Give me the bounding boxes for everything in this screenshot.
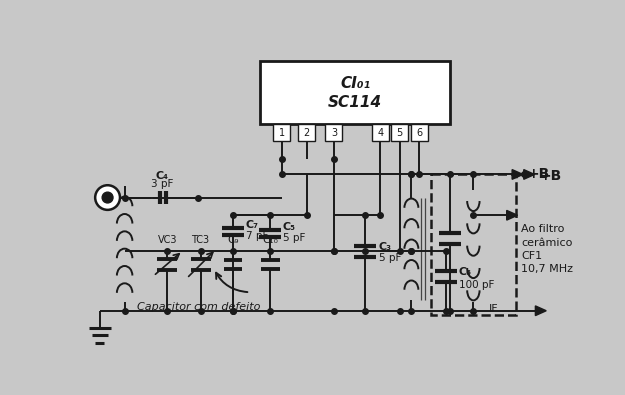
Text: Ao filtro
cerâmico
CF1
10,7 MHz: Ao filtro cerâmico CF1 10,7 MHz [521,224,573,274]
Text: SC114: SC114 [328,94,382,109]
Bar [411,124,428,141]
Bar [391,124,408,141]
Text: 4: 4 [378,128,384,138]
Text: C₆: C₆ [459,267,472,277]
Text: 3: 3 [331,128,337,138]
Text: IF: IF [489,304,499,314]
Text: +B: +B [528,167,550,181]
Text: C₉: C₉ [228,235,239,245]
Text: C₄: C₄ [156,171,168,181]
Bar [273,124,291,141]
Bar [260,61,450,124]
Text: 5 pF: 5 pF [379,253,401,263]
Polygon shape [512,169,523,179]
Bar [298,124,315,141]
Polygon shape [524,169,534,179]
Text: 2: 2 [304,128,310,138]
Text: 1: 1 [279,128,285,138]
Text: C₃: C₃ [379,242,392,252]
Text: 7 pF: 7 pF [246,231,268,241]
Bar [431,175,516,315]
Text: TC3: TC3 [191,235,209,245]
Text: VC3: VC3 [158,235,177,245]
Text: C₁₀: C₁₀ [262,235,278,245]
Text: +B: +B [539,169,561,183]
Text: 100 pF: 100 pF [459,280,494,290]
Bar [372,124,389,141]
Bar [326,124,342,141]
Text: C₇: C₇ [246,220,259,230]
Text: CI₀₁: CI₀₁ [340,76,370,91]
Text: 3 pF: 3 pF [151,179,173,189]
Text: C₅: C₅ [282,222,296,232]
Text: Capacitor com defeito: Capacitor com defeito [136,301,260,312]
Circle shape [95,185,120,210]
Text: 5: 5 [397,128,403,138]
Polygon shape [536,306,546,316]
Text: 6: 6 [416,128,422,138]
Text: 5 pF: 5 pF [282,233,305,243]
Circle shape [102,192,113,203]
Polygon shape [507,211,518,220]
